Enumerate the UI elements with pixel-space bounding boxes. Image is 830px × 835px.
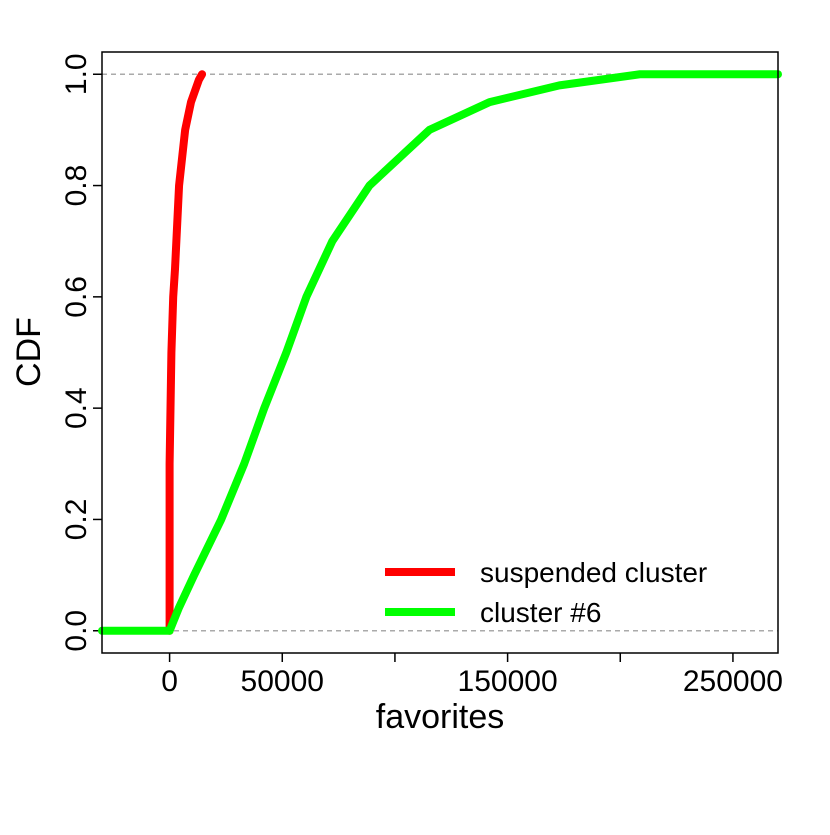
x-tick-label: 0	[161, 665, 178, 698]
legend-label: cluster #6	[480, 597, 601, 628]
y-tick-label: 0.8	[60, 165, 93, 207]
y-tick-label: 0.2	[60, 499, 93, 541]
x-tick-label: 250000	[683, 665, 783, 698]
cdf-line	[165, 70, 207, 635]
plot-frame	[101, 51, 779, 654]
y-axis-label: CDF	[10, 317, 48, 387]
cdf-line	[98, 70, 782, 635]
y-tick-label: 1.0	[60, 53, 93, 95]
legend-label: suspended cluster	[480, 557, 707, 588]
y-tick-label: 0.0	[60, 610, 93, 652]
y-tick-label: 0.6	[60, 276, 93, 318]
x-tick-label: 150000	[458, 665, 558, 698]
x-tick-label: 50000	[241, 665, 324, 698]
y-tick-label: 0.4	[60, 387, 93, 429]
x-axis-label: favorites	[376, 698, 505, 736]
